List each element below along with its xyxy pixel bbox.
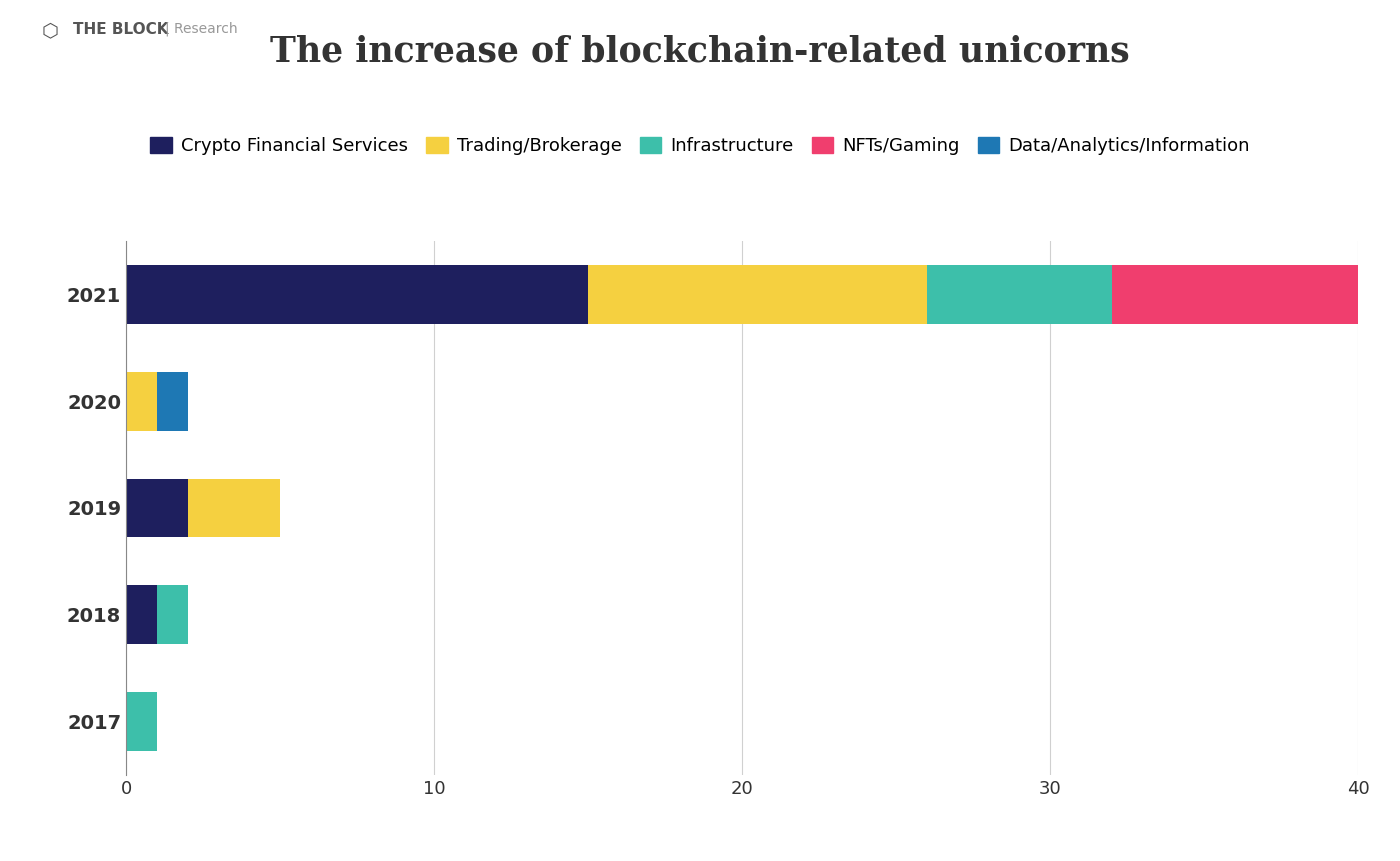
Text: THE BLOCK: THE BLOCK (73, 22, 168, 36)
Bar (126, 372, 157, 430)
Bar (126, 692, 157, 751)
Bar (927, 265, 1112, 324)
Bar (126, 585, 157, 644)
Bar (188, 479, 280, 537)
Bar (588, 265, 927, 324)
Text: | Research: | Research (165, 22, 238, 36)
Text: ⬡: ⬡ (42, 22, 59, 40)
Bar (126, 265, 588, 324)
Bar (157, 372, 188, 430)
Bar (1112, 265, 1358, 324)
Text: The increase of blockchain-related unicorns: The increase of blockchain-related unico… (270, 34, 1130, 68)
Legend: Crypto Financial Services, Trading/Brokerage, Infrastructure, NFTs/Gaming, Data/: Crypto Financial Services, Trading/Broke… (143, 129, 1257, 162)
Bar (126, 479, 188, 537)
Bar (157, 585, 188, 644)
